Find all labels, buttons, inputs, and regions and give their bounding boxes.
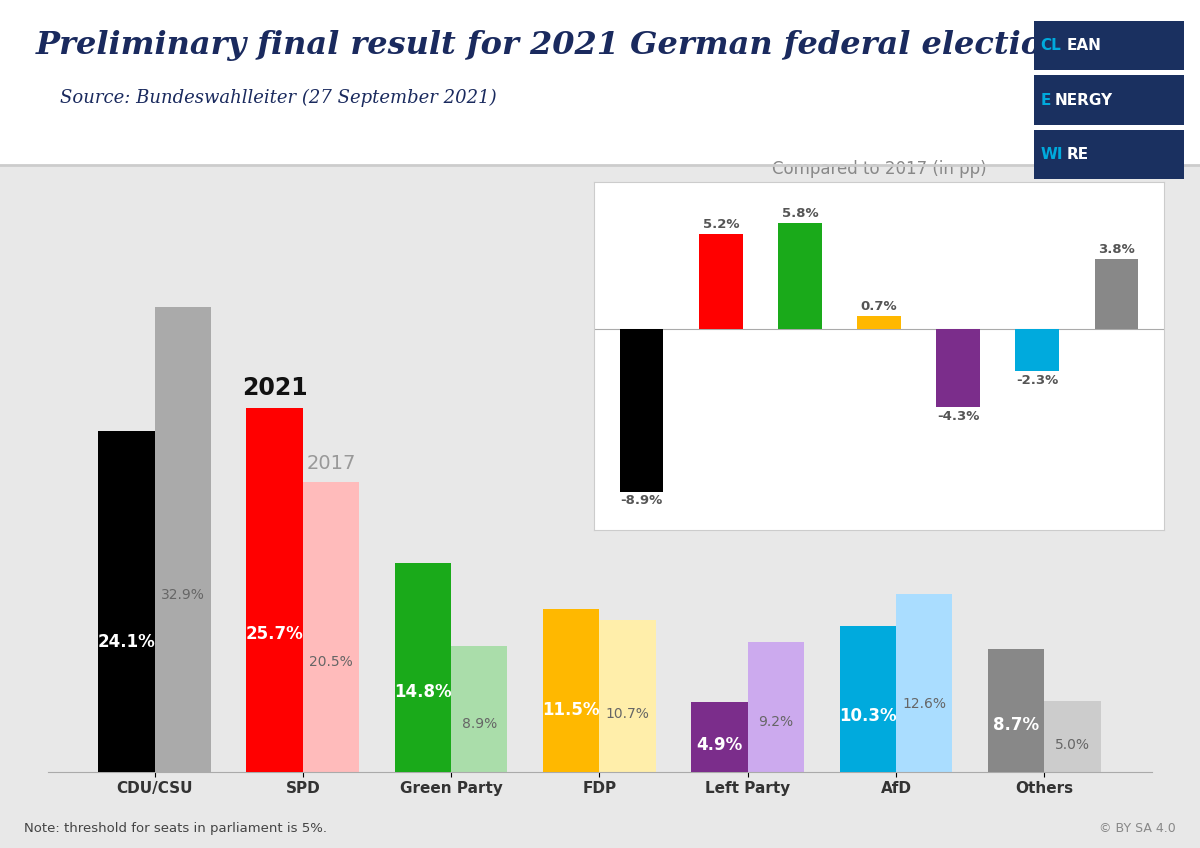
Bar xyxy=(857,316,901,329)
Text: 32.9%: 32.9% xyxy=(161,588,205,602)
Text: 8.9%: 8.9% xyxy=(462,717,497,731)
Text: Preliminary final result for 2021 German federal election.: Preliminary final result for 2021 German… xyxy=(36,30,1078,61)
Text: CL: CL xyxy=(1040,38,1061,53)
Text: E: E xyxy=(1040,92,1051,108)
Text: 4.9%: 4.9% xyxy=(696,736,743,755)
Text: 5.8%: 5.8% xyxy=(781,207,818,220)
Bar xyxy=(600,621,655,772)
Text: Source: Bundeswahlleiter (27 September 2021): Source: Bundeswahlleiter (27 September 2… xyxy=(60,89,497,108)
Text: NERGY: NERGY xyxy=(1055,92,1112,108)
Bar xyxy=(246,409,302,772)
Text: Note: threshold for seats in parliament is 5%.: Note: threshold for seats in parliament … xyxy=(24,823,326,835)
Bar xyxy=(155,307,211,772)
Bar xyxy=(840,626,896,772)
Text: EAN: EAN xyxy=(1067,38,1102,53)
Text: 3.8%: 3.8% xyxy=(1098,243,1135,256)
Bar xyxy=(98,431,155,772)
Text: 5.0%: 5.0% xyxy=(1055,738,1090,752)
Bar xyxy=(896,594,953,772)
Bar xyxy=(395,562,451,772)
Text: 2017: 2017 xyxy=(306,455,355,473)
Text: 25.7%: 25.7% xyxy=(246,625,304,643)
Text: 20.5%: 20.5% xyxy=(310,655,353,668)
Bar xyxy=(451,646,508,772)
Text: -8.9%: -8.9% xyxy=(620,494,662,507)
Text: © BY SA 4.0: © BY SA 4.0 xyxy=(1099,823,1176,835)
Bar xyxy=(544,609,600,772)
Text: 0.7%: 0.7% xyxy=(860,300,898,313)
Bar xyxy=(302,482,359,772)
Text: 8.7%: 8.7% xyxy=(994,716,1039,734)
Bar xyxy=(988,649,1044,772)
Bar xyxy=(1044,701,1100,772)
Text: RE: RE xyxy=(1067,147,1088,162)
Text: 14.8%: 14.8% xyxy=(394,683,451,701)
Bar xyxy=(1094,259,1138,329)
Bar xyxy=(620,329,664,492)
Text: 10.3%: 10.3% xyxy=(839,707,896,725)
Text: 9.2%: 9.2% xyxy=(758,715,793,729)
Text: 12.6%: 12.6% xyxy=(902,697,947,711)
Text: 11.5%: 11.5% xyxy=(542,701,600,719)
Text: 24.1%: 24.1% xyxy=(97,633,155,651)
Bar xyxy=(700,233,743,329)
Bar xyxy=(748,642,804,772)
Text: 2021: 2021 xyxy=(242,376,307,400)
Text: 10.7%: 10.7% xyxy=(606,707,649,721)
Bar xyxy=(1015,329,1058,371)
Text: 5.2%: 5.2% xyxy=(702,218,739,231)
Bar xyxy=(936,329,980,407)
Text: -4.3%: -4.3% xyxy=(937,410,979,423)
Bar xyxy=(778,222,822,329)
Text: WI: WI xyxy=(1040,147,1063,162)
Bar xyxy=(691,702,748,772)
Text: -2.3%: -2.3% xyxy=(1016,374,1058,387)
Title: Compared to 2017 (in pp): Compared to 2017 (in pp) xyxy=(772,160,986,178)
